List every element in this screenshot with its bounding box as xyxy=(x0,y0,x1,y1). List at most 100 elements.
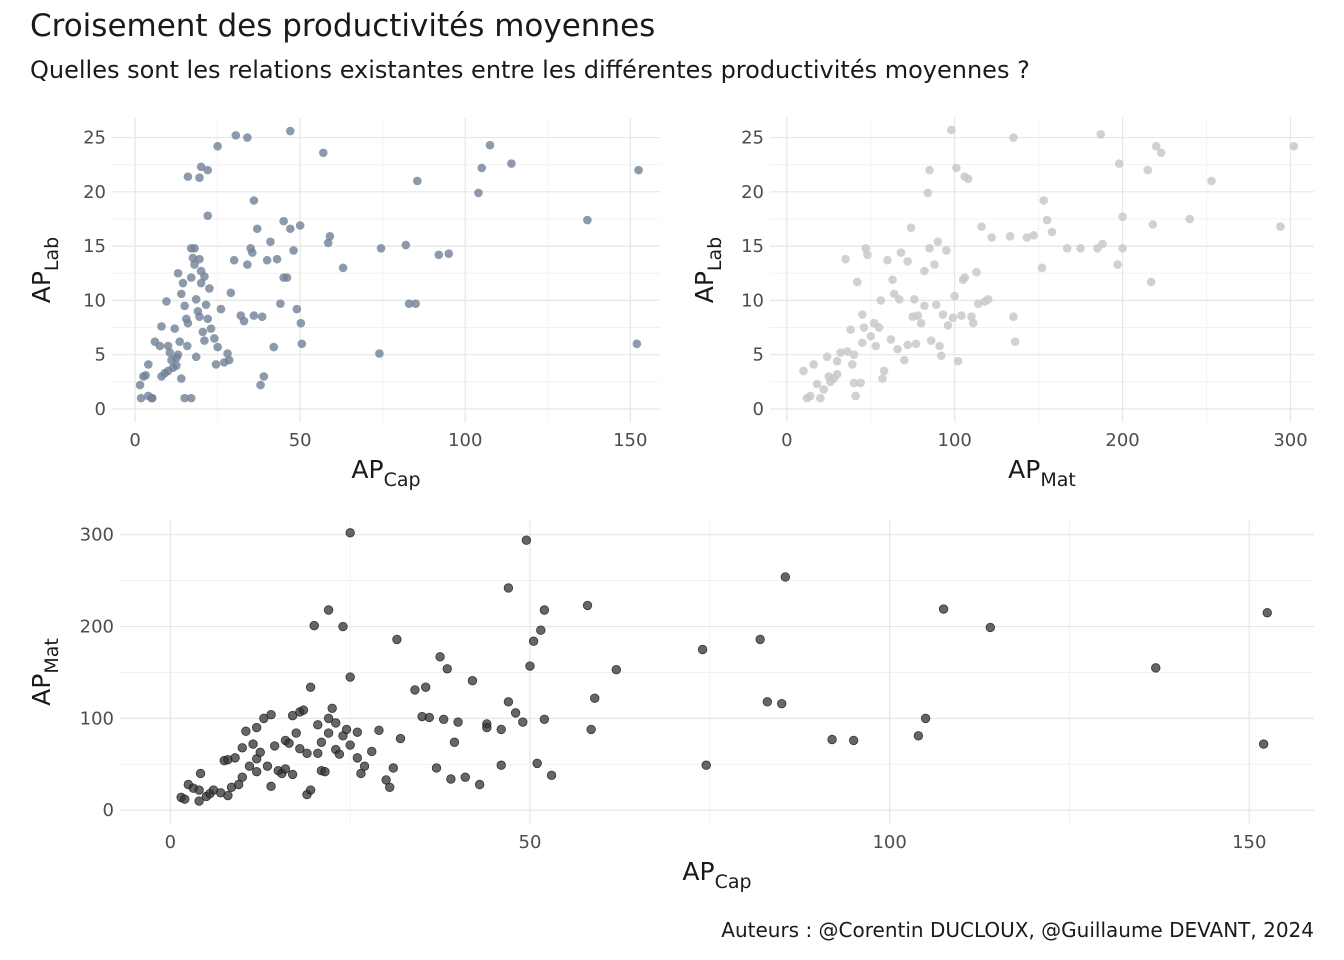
scatter-point xyxy=(188,253,198,263)
scatter-point xyxy=(903,257,912,266)
scatter-point xyxy=(289,246,298,255)
scatter-point xyxy=(853,277,862,287)
scatter-point xyxy=(206,324,216,333)
scatter-point xyxy=(1185,214,1195,224)
scatter-point xyxy=(762,697,773,707)
scatter-point xyxy=(849,378,859,388)
scatter-point xyxy=(453,717,463,727)
y-axis-title: APMat xyxy=(27,638,63,706)
scatter-point xyxy=(230,753,240,763)
panel-lab-vs-cap: 0 50 100 150 0 5 10 15 20 25 APCap APLab xyxy=(27,118,660,491)
scatter-point xyxy=(977,222,986,231)
x-tick-label: 0 xyxy=(165,832,176,853)
scatter-point xyxy=(503,583,514,593)
scatter-point xyxy=(345,528,355,538)
scatter-point xyxy=(295,743,305,754)
scatter-point xyxy=(935,341,944,351)
scatter-point xyxy=(272,254,282,264)
scatter-point xyxy=(200,336,209,345)
x-axis-title: APMat xyxy=(1008,455,1076,491)
y-tick-label: 20 xyxy=(741,182,764,203)
scatter-point xyxy=(191,352,201,362)
scatter-point xyxy=(611,665,622,675)
scatter-point xyxy=(424,712,434,723)
scatter-point xyxy=(231,131,241,140)
scatter-point xyxy=(279,216,288,226)
scatter-point xyxy=(375,349,384,358)
scatter-point xyxy=(632,339,642,349)
scatter-point xyxy=(338,263,348,273)
y-axis-title: APLab xyxy=(690,237,726,303)
scatter-point xyxy=(282,273,292,282)
scatter-point xyxy=(968,318,978,328)
scatter-point xyxy=(474,188,483,198)
scatter-point xyxy=(925,165,934,175)
scatter-point xyxy=(812,379,822,389)
scatter-point xyxy=(926,336,936,345)
scatter-point xyxy=(262,255,272,265)
scatter-point xyxy=(173,268,183,278)
scatter-point xyxy=(331,718,341,728)
scatter-point xyxy=(198,327,208,337)
scatter-point xyxy=(186,243,196,253)
scatter-point xyxy=(266,710,276,720)
scatter-point xyxy=(859,323,869,332)
scatter-point xyxy=(334,749,345,759)
scatter-point xyxy=(1009,312,1018,321)
scatter-point xyxy=(191,295,201,304)
scatter-point xyxy=(388,763,399,773)
scatter-point xyxy=(305,682,316,692)
scatter-point xyxy=(546,770,557,781)
scatter-point xyxy=(233,779,244,790)
scatter-point xyxy=(194,796,204,806)
scatter-point xyxy=(249,196,259,205)
scatter-point xyxy=(323,713,334,724)
scatter-point xyxy=(963,174,973,184)
author-caption: Auteurs : @Corentin DUCLOUX, @Guillaume … xyxy=(721,918,1314,942)
scatter-point xyxy=(266,781,276,792)
scatter-point xyxy=(460,772,470,782)
scatter-point xyxy=(842,347,852,356)
scatter-point xyxy=(241,726,251,736)
scatter-point xyxy=(239,316,249,326)
page-title: Croisement des productivités moyennes xyxy=(30,8,656,44)
scatter-point xyxy=(1146,277,1156,287)
scatter-point xyxy=(973,299,983,308)
scatter-point xyxy=(858,338,867,348)
x-axis-title: APCap xyxy=(682,857,751,893)
scatter-point xyxy=(482,722,492,733)
scatter-point xyxy=(920,266,929,276)
scatter-point xyxy=(913,311,923,320)
scatter-point xyxy=(280,764,291,774)
scatter-point xyxy=(173,350,183,359)
scatter-point xyxy=(863,250,872,260)
scatter-point xyxy=(259,372,269,381)
scatter-point xyxy=(376,243,386,253)
scatter-point xyxy=(223,790,233,801)
scatter-point xyxy=(539,714,550,724)
scatter-point xyxy=(203,211,213,221)
scatter-point xyxy=(886,335,896,344)
scatter-point xyxy=(229,255,239,265)
scatter-point xyxy=(183,318,193,328)
scatter-point xyxy=(296,318,306,328)
scatter-point xyxy=(196,162,206,172)
scatter-point xyxy=(851,391,860,401)
scatter-point xyxy=(251,722,262,733)
scatter-point xyxy=(1005,232,1015,241)
scatter-point xyxy=(170,324,180,333)
scatter-point xyxy=(356,768,366,779)
y-tick-label: 10 xyxy=(741,290,764,311)
scatter-point xyxy=(257,312,267,321)
scatter-point xyxy=(226,288,236,298)
scatter-point xyxy=(805,391,815,401)
scatter-point xyxy=(866,331,876,341)
scatter-point xyxy=(586,724,596,735)
scatter-point xyxy=(1113,260,1122,269)
y-tick-label: 25 xyxy=(741,128,764,149)
scatter-point xyxy=(507,159,516,168)
scatter-point xyxy=(323,238,333,248)
scatter-point xyxy=(195,254,204,264)
scatter-point xyxy=(200,272,209,281)
